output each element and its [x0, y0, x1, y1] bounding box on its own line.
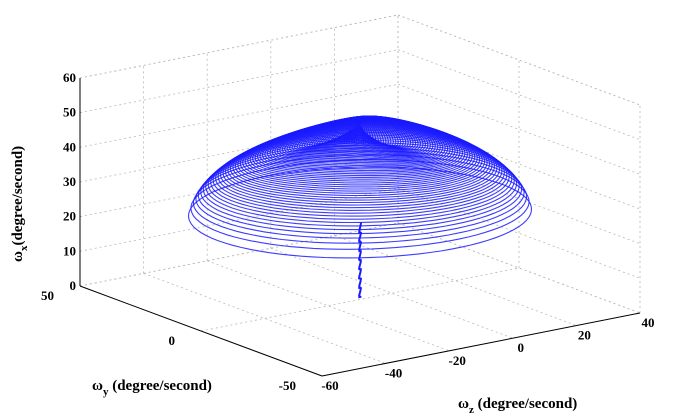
grid-line-side-wall-h — [397, 49, 641, 141]
trajectory-loop — [200, 144, 520, 231]
x-tick-label: 0 — [518, 340, 525, 355]
x-tick-label: 40 — [642, 315, 655, 330]
y-tick-label: 50 — [41, 288, 54, 303]
trajectory-loop — [220, 130, 500, 206]
grid-line-floor-z — [143, 273, 386, 364]
z-tick-label: 0 — [70, 278, 77, 293]
trajectory-loop — [215, 133, 505, 211]
grid-line-back-wall-h — [79, 49, 399, 114]
box-edge-top-right — [397, 14, 641, 106]
x-axis-line — [321, 312, 641, 377]
x-tick-label: -60 — [321, 378, 338, 393]
grid-line-back-wall-h — [79, 83, 399, 148]
z-tick-label: 10 — [63, 243, 76, 258]
y-axis-label: ωy (degree/second) — [92, 378, 212, 398]
grid-line-floor-y — [200, 267, 520, 332]
trajectory-loop — [227, 127, 493, 199]
trajectory-loop — [207, 138, 513, 220]
trajectory-loop — [192, 154, 528, 244]
trajectory-loop — [239, 122, 481, 188]
trajectory-loop — [242, 122, 478, 186]
trajectory-loop — [202, 142, 518, 227]
trajectory-loop — [205, 140, 515, 224]
x-tick-label: -20 — [449, 353, 466, 368]
x-tick-label: -40 — [385, 365, 402, 380]
grid-line-floor-z — [270, 247, 513, 339]
trajectory-loop — [232, 125, 488, 194]
grid-line-floor-z — [397, 222, 641, 314]
z-tick-label: 30 — [63, 174, 76, 189]
z-tick-label: 40 — [63, 139, 76, 154]
trajectory-loop — [188, 166, 532, 259]
trajectory-series — [188, 115, 532, 299]
tick-labels: 0 10 20 30 40 50 60 -50 0 50 -60 -40 -20 0 20 40 — [41, 70, 655, 393]
y-axis-line — [79, 285, 323, 377]
grid-line-side-wall-h — [397, 187, 641, 279]
z-axis-label: ωx(degree/second) — [10, 146, 30, 262]
trajectory-loop — [217, 131, 503, 209]
trajectory-loop — [212, 134, 508, 214]
z-tick-label: 20 — [63, 209, 76, 224]
y-tick-label: 0 — [169, 333, 176, 348]
grid-line-floor-z — [207, 260, 450, 352]
grid-line-floor-y — [79, 222, 399, 287]
trajectory-loop — [197, 147, 523, 235]
trajectory-loop — [237, 123, 483, 190]
z-tick-label: 60 — [63, 70, 76, 85]
trajectory-loop — [210, 136, 510, 217]
grid-line-side-wall-h — [397, 153, 641, 245]
trajectory-loop — [249, 120, 471, 180]
trajectory-loop — [190, 159, 530, 250]
trajectory-loop — [244, 121, 476, 184]
z-tick-label: 50 — [63, 105, 76, 120]
trajectory-loop — [225, 128, 495, 201]
y-tick-label: -50 — [279, 378, 296, 393]
grid-line-back-wall-h — [79, 187, 399, 252]
x-axis-label: ωz (degree/second) — [458, 396, 577, 416]
box-edge-top-back — [79, 14, 399, 79]
grid-line-back-wall-h — [79, 153, 399, 218]
trajectory-loop — [247, 120, 473, 182]
x-tick-label: 20 — [578, 328, 591, 343]
grid-line-side-wall-h — [397, 118, 641, 210]
trajectory-loop — [195, 150, 525, 239]
grid-line-floor-z — [334, 235, 577, 326]
grid-line-side-wall-h — [397, 83, 641, 175]
trajectory-loop — [222, 129, 498, 204]
trajectory-loop — [229, 126, 491, 197]
trajectory-stem — [357, 222, 363, 299]
axis-lines — [79, 78, 641, 377]
